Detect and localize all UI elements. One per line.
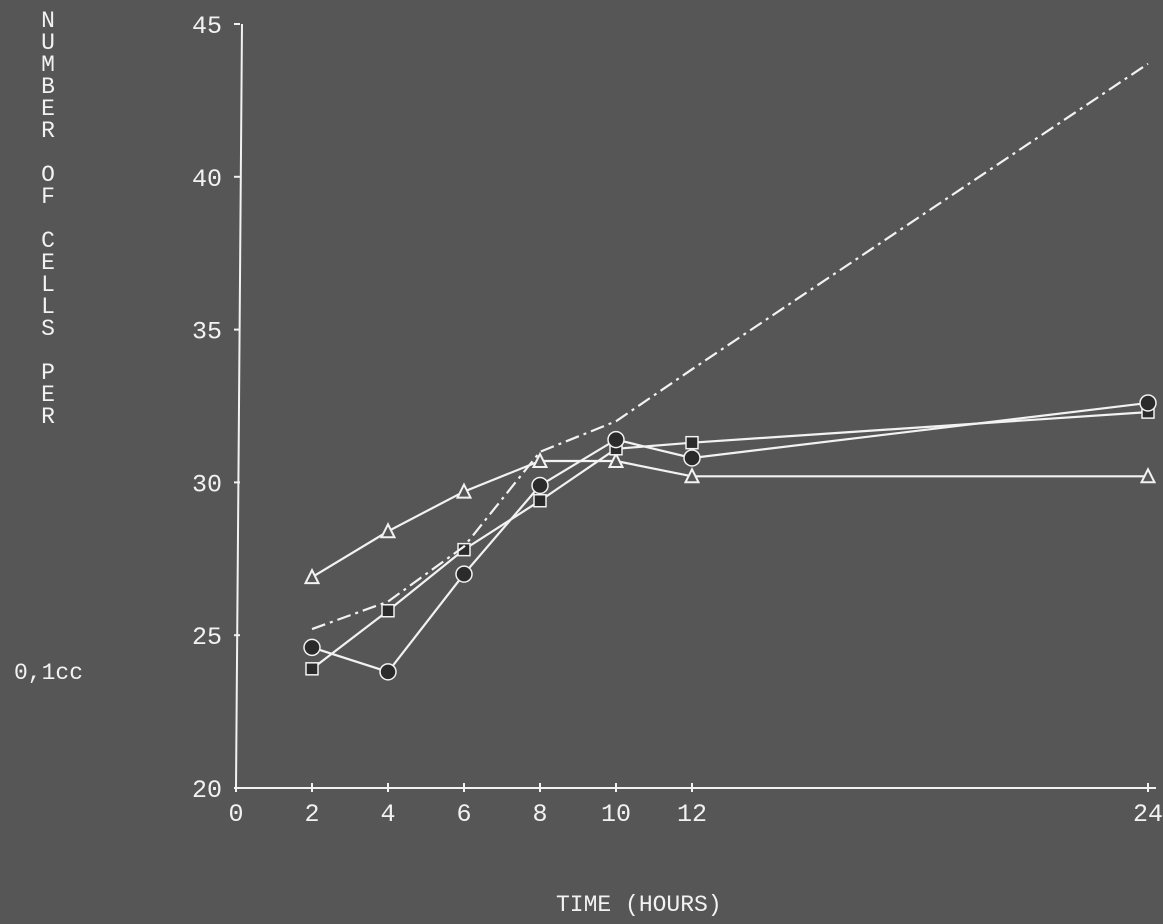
data-point-circle (531, 476, 549, 495)
x-tick-label: 0 (228, 800, 243, 829)
data-point-square (305, 662, 319, 676)
series-line-4 (311, 62, 1149, 631)
data-point-triangle (607, 451, 625, 469)
data-point-triangle (1139, 467, 1157, 484)
y-tick-label: 40 (192, 165, 222, 194)
x-tick-label: 6 (456, 800, 471, 829)
y-axis-label-word: CELLS (41, 228, 55, 342)
data-point-circle (1139, 394, 1157, 412)
data-point-square (533, 493, 547, 508)
y-tick-label: 20 (192, 776, 222, 805)
data-point-triangle (379, 522, 397, 539)
x-tick-label: 12 (677, 800, 707, 829)
data-point-triangle (683, 467, 701, 484)
x-tick-label: 2 (304, 800, 319, 829)
series-line-2 (311, 411, 1149, 670)
x-tick-label: 4 (380, 800, 395, 829)
data-point-triangle (531, 451, 549, 469)
x-tick-label: 24 (1133, 800, 1163, 829)
data-point-circle (607, 430, 625, 449)
data-point-square (685, 435, 699, 450)
y-tick-label: 30 (192, 470, 222, 499)
data-point-circle (379, 663, 397, 681)
y-axis-label-word: NUMBER (41, 8, 55, 144)
y-axis-line (235, 23, 243, 789)
data-point-triangle (455, 482, 473, 499)
x-axis-label: TIME (HOURS) (556, 892, 722, 918)
y-tick-label: 35 (192, 318, 222, 347)
y-axis-label-word: OF (41, 162, 55, 210)
series-line-1 (311, 459, 1148, 579)
series-line-3 (311, 401, 1149, 674)
data-point-circle (455, 565, 473, 583)
y-tick-label: 45 (192, 12, 222, 41)
x-tick-label: 8 (532, 800, 547, 829)
y-axis-label-word: PER (41, 360, 55, 430)
y-tick-label: 25 (192, 623, 222, 652)
y-axis-unit-label: 0,1cc (14, 660, 84, 686)
data-point-triangle (303, 567, 321, 585)
data-point-circle (303, 638, 321, 657)
data-point-square (381, 604, 395, 618)
y-axis-label: NUMBER OF CELLS PER (38, 8, 58, 430)
x-tick-label: 10 (601, 800, 631, 829)
data-point-circle (683, 449, 701, 467)
